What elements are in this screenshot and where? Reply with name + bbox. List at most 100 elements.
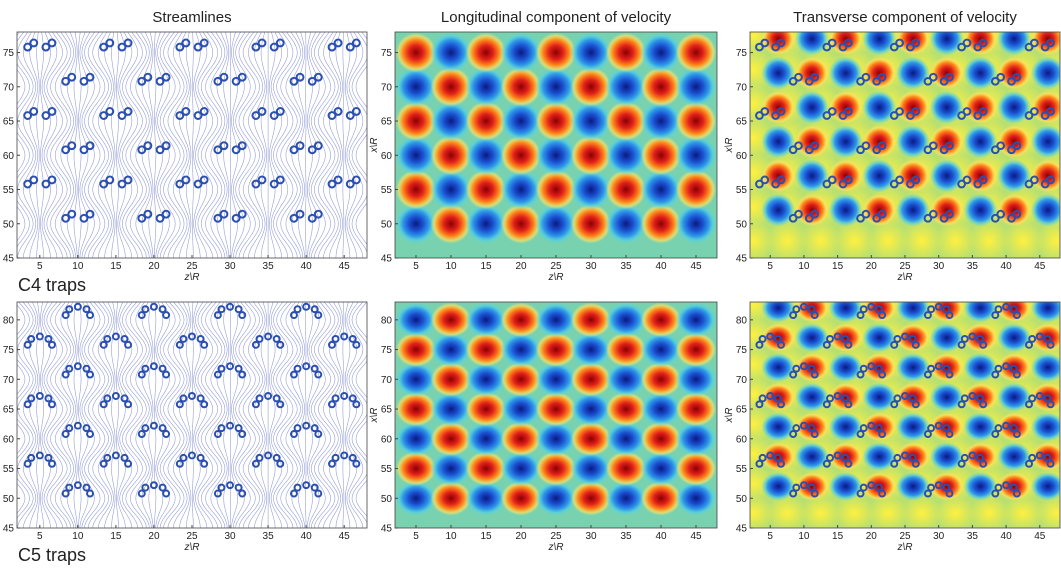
velocity-blob bbox=[466, 362, 507, 396]
y-tick-label: 55 bbox=[736, 185, 748, 196]
velocity-blob bbox=[571, 481, 612, 515]
x-tick-label: 10 bbox=[72, 261, 84, 272]
velocity-blob bbox=[641, 422, 682, 456]
y-tick-label: 70 bbox=[736, 375, 748, 386]
velocity-blob bbox=[829, 57, 863, 90]
panel: 510152025303540454550556065707580z\Rx\R bbox=[369, 302, 717, 553]
velocity-blob bbox=[431, 451, 472, 485]
x-tick-label: 40 bbox=[301, 261, 313, 272]
x-tick-label: 30 bbox=[224, 261, 236, 272]
velocity-blob bbox=[964, 194, 998, 227]
x-tick-label: 35 bbox=[263, 531, 275, 542]
velocity-blob bbox=[676, 170, 717, 210]
x-tick-label: 35 bbox=[620, 261, 632, 272]
velocity-blob bbox=[761, 294, 795, 323]
velocity-blob bbox=[536, 422, 577, 456]
velocity-blob bbox=[396, 422, 437, 456]
velocity-blob bbox=[501, 33, 542, 73]
velocity-blob bbox=[761, 472, 795, 501]
y-tick-label: 65 bbox=[3, 117, 15, 128]
velocity-blob bbox=[571, 451, 612, 485]
velocity-blob bbox=[997, 383, 1031, 412]
velocity-blob bbox=[829, 472, 863, 501]
y-tick-label: 60 bbox=[381, 434, 393, 445]
velocity-blob bbox=[501, 67, 542, 107]
x-tick-label: 40 bbox=[301, 531, 313, 542]
velocity-blob bbox=[466, 303, 507, 337]
x-tick-label: 20 bbox=[148, 261, 160, 272]
y-axis-label: x\R bbox=[724, 138, 735, 154]
velocity-blob bbox=[571, 67, 612, 107]
velocity-blob bbox=[606, 303, 647, 337]
velocity-blob bbox=[571, 101, 612, 141]
velocity-blob bbox=[997, 323, 1031, 352]
y-tick-label: 70 bbox=[381, 375, 393, 386]
velocity-blob bbox=[501, 362, 542, 396]
velocity-blob bbox=[606, 101, 647, 141]
velocity-blob bbox=[466, 422, 507, 456]
x-tick-label: 5 bbox=[37, 531, 43, 542]
y-tick-label: 50 bbox=[381, 494, 393, 505]
velocity-blob bbox=[964, 413, 998, 442]
velocity-blob bbox=[863, 91, 897, 124]
velocity-blob bbox=[501, 422, 542, 456]
velocity-blob bbox=[641, 332, 682, 366]
y-tick-label: 55 bbox=[381, 185, 393, 196]
velocity-blob bbox=[964, 353, 998, 382]
velocity-blob bbox=[536, 332, 577, 366]
velocity-blob bbox=[466, 332, 507, 366]
velocity-blob bbox=[863, 22, 897, 55]
y-tick-label: 50 bbox=[381, 219, 393, 230]
x-tick-label: 15 bbox=[480, 531, 492, 542]
velocity-blob bbox=[571, 204, 612, 244]
x-tick-label: 5 bbox=[37, 261, 43, 272]
x-tick-label: 25 bbox=[550, 531, 562, 542]
velocity-blob bbox=[676, 204, 717, 244]
velocity-blob bbox=[964, 57, 998, 90]
plot-area bbox=[395, 302, 717, 528]
velocity-blob bbox=[676, 101, 717, 141]
x-tick-label: 30 bbox=[933, 531, 945, 542]
velocity-blob bbox=[501, 101, 542, 141]
x-tick-label: 40 bbox=[655, 531, 667, 542]
y-tick-label: 60 bbox=[3, 151, 15, 162]
velocity-blob bbox=[829, 125, 863, 158]
velocity-blob bbox=[536, 67, 577, 107]
velocity-blob bbox=[571, 135, 612, 175]
x-tick-label: 45 bbox=[1034, 261, 1046, 272]
velocity-blob bbox=[964, 125, 998, 158]
velocity-blob bbox=[641, 170, 682, 210]
velocity-blob bbox=[536, 204, 577, 244]
velocity-blob bbox=[571, 303, 612, 337]
x-tick-label: 25 bbox=[550, 261, 562, 272]
velocity-blob bbox=[431, 332, 472, 366]
x-tick-label: 45 bbox=[339, 261, 351, 272]
velocity-blob bbox=[641, 362, 682, 396]
panel: 5101520253035404545505560657075z\Rx\R bbox=[369, 32, 717, 283]
velocity-blob bbox=[930, 383, 964, 412]
x-axis-label: z\R bbox=[184, 272, 200, 283]
x-tick-label: 30 bbox=[224, 531, 236, 542]
velocity-blob bbox=[676, 362, 717, 396]
x-tick-label: 10 bbox=[798, 531, 810, 542]
velocity-blob bbox=[571, 332, 612, 366]
velocity-blob bbox=[606, 481, 647, 515]
y-tick-label: 75 bbox=[381, 345, 393, 356]
velocity-blob bbox=[536, 170, 577, 210]
y-tick-label: 45 bbox=[736, 254, 748, 265]
x-tick-label: 45 bbox=[690, 261, 702, 272]
velocity-blob bbox=[571, 362, 612, 396]
y-tick-label: 45 bbox=[381, 254, 393, 265]
velocity-blob bbox=[676, 481, 717, 515]
y-tick-label: 55 bbox=[381, 464, 393, 475]
velocity-blob bbox=[571, 33, 612, 73]
velocity-blob bbox=[396, 204, 437, 244]
velocity-blob bbox=[641, 392, 682, 426]
velocity-blob bbox=[466, 67, 507, 107]
plot-area bbox=[733, 287, 1061, 531]
velocity-blob bbox=[761, 353, 795, 382]
x-tick-label: 25 bbox=[186, 261, 198, 272]
velocity-blob bbox=[501, 392, 542, 426]
velocity-blob bbox=[761, 413, 795, 442]
column-title: Streamlines bbox=[152, 9, 231, 26]
